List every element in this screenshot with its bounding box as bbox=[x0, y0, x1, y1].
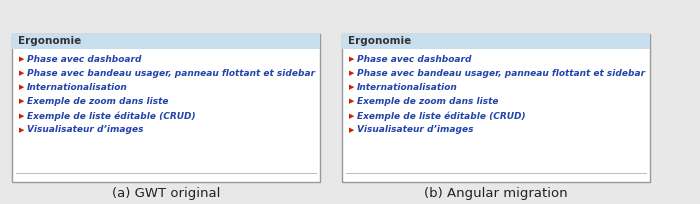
Text: Internationalisation: Internationalisation bbox=[27, 83, 127, 92]
Text: ▶: ▶ bbox=[19, 113, 24, 119]
Text: ▶: ▶ bbox=[349, 99, 354, 105]
Text: ▶: ▶ bbox=[19, 127, 24, 133]
Text: Exemple de zoom dans liste: Exemple de zoom dans liste bbox=[357, 97, 498, 106]
Text: ▶: ▶ bbox=[349, 113, 354, 119]
FancyBboxPatch shape bbox=[342, 34, 650, 49]
Text: Exemple de liste éditable (CRUD): Exemple de liste éditable (CRUD) bbox=[27, 111, 195, 121]
Text: Phase avec bandeau usager, panneau flottant et sidebar: Phase avec bandeau usager, panneau flott… bbox=[357, 69, 645, 78]
Text: Internationalisation: Internationalisation bbox=[357, 83, 458, 92]
Text: ▶: ▶ bbox=[349, 70, 354, 76]
Text: Ergonomie: Ergonomie bbox=[348, 37, 412, 47]
Text: Visualisateur d’images: Visualisateur d’images bbox=[27, 125, 144, 134]
Text: ▶: ▶ bbox=[349, 84, 354, 90]
Text: ▶: ▶ bbox=[349, 56, 354, 62]
FancyBboxPatch shape bbox=[12, 34, 320, 182]
Text: Exemple de liste éditable (CRUD): Exemple de liste éditable (CRUD) bbox=[357, 111, 526, 121]
Text: Exemple de zoom dans liste: Exemple de zoom dans liste bbox=[27, 97, 169, 106]
Text: ▶: ▶ bbox=[19, 70, 24, 76]
Text: (b) Angular migration: (b) Angular migration bbox=[424, 186, 568, 200]
FancyBboxPatch shape bbox=[12, 34, 320, 49]
Text: ▶: ▶ bbox=[349, 127, 354, 133]
Text: ▶: ▶ bbox=[19, 84, 24, 90]
Text: Phase avec dashboard: Phase avec dashboard bbox=[27, 54, 141, 63]
Text: Ergonomie: Ergonomie bbox=[18, 37, 81, 47]
FancyBboxPatch shape bbox=[342, 34, 650, 182]
Text: ▶: ▶ bbox=[19, 99, 24, 105]
Text: Phase avec bandeau usager, panneau flottant et sidebar: Phase avec bandeau usager, panneau flott… bbox=[27, 69, 315, 78]
Text: Visualisateur d’images: Visualisateur d’images bbox=[357, 125, 473, 134]
Text: (a) GWT original: (a) GWT original bbox=[112, 186, 220, 200]
Text: ▶: ▶ bbox=[19, 56, 24, 62]
Text: Phase avec dashboard: Phase avec dashboard bbox=[357, 54, 472, 63]
